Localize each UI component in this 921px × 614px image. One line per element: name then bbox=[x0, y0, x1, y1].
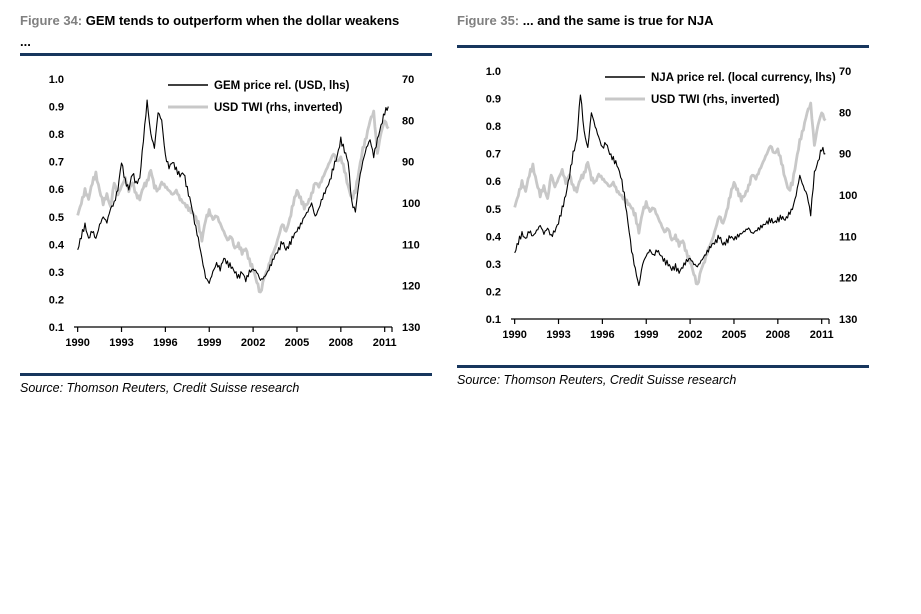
panel-figure-35: Figure 35: ... and the same is true for … bbox=[457, 8, 869, 395]
figure-34-title-text: Figure 34: GEM tends to outperform when … bbox=[20, 10, 412, 53]
x-axis-tick-label: 2008 bbox=[766, 329, 790, 341]
figure-35-title: ... and the same is true for NJA bbox=[522, 13, 714, 28]
figure-35-title-text: Figure 35: ... and the same is true for … bbox=[457, 10, 849, 31]
x-axis-tick-label: 1990 bbox=[65, 337, 89, 349]
series-line-nja-price-rel-local-currency-lhs bbox=[514, 94, 826, 287]
x-axis-tick-label: 2008 bbox=[329, 337, 353, 349]
x-axis-tick-label: 2005 bbox=[722, 329, 746, 341]
left-axis-tick-label: 0.5 bbox=[49, 212, 64, 224]
left-axis-tick-label: 1.0 bbox=[49, 74, 64, 86]
right-axis-tick-label: 110 bbox=[839, 231, 857, 243]
figures-row: Figure 34: GEM tends to outperform when … bbox=[20, 8, 869, 395]
left-axis-tick-label: 1.0 bbox=[486, 66, 501, 78]
x-axis-tick-label: 2002 bbox=[241, 337, 265, 349]
right-axis-tick-label: 100 bbox=[402, 198, 420, 210]
figure-34-source-text: Source: Thomson Reuters, Credit Suisse r… bbox=[20, 380, 300, 395]
figure-35-label: Figure 35: bbox=[457, 13, 520, 28]
left-axis-tick-label: 0.7 bbox=[49, 157, 64, 169]
right-axis-tick-label: 70 bbox=[839, 66, 851, 78]
right-axis-tick-label: 80 bbox=[839, 107, 851, 119]
right-axis-tick-label: 90 bbox=[402, 157, 414, 169]
left-axis-tick-label: 0.2 bbox=[486, 286, 501, 298]
figure-35-source-text: Source: Thomson Reuters, Credit Suisse r… bbox=[457, 373, 737, 387]
left-axis-tick-label: 0.4 bbox=[486, 231, 502, 243]
chart-figure-34: 1.0 0.9 0.8 0.7 0.6 0.5 0.4 0.3 0.2 0.1 70 80 90 100 1… bbox=[49, 74, 421, 349]
x-axis-tick-label: 1990 bbox=[502, 329, 526, 341]
legend-label-usd-twi-rhs-inverted: USD TWI (rhs, inverted) bbox=[214, 102, 343, 114]
x-axis-tick-label: 2002 bbox=[678, 329, 702, 341]
right-axis-tick-label: 130 bbox=[839, 314, 857, 326]
x-axis-tick-label: 2011 bbox=[810, 329, 834, 341]
series-line-usd-twi-rhs-inverted bbox=[513, 101, 827, 286]
figure-34-source-rule bbox=[20, 372, 432, 376]
left-axis-tick-label: 0.3 bbox=[49, 267, 64, 279]
left-axis-tick-label: 0.7 bbox=[486, 149, 501, 161]
x-axis-tick-label: 1996 bbox=[590, 329, 614, 341]
x-axis-tick-label: 2005 bbox=[285, 337, 309, 349]
right-axis-tick-label: 80 bbox=[402, 115, 414, 127]
x-axis-tick-label: 1999 bbox=[634, 329, 658, 341]
figure-34-title-block: Figure 34: GEM tends to outperform when … bbox=[20, 8, 432, 56]
x-axis-tick-label: 2011 bbox=[373, 337, 397, 349]
left-axis-tick-label: 0.9 bbox=[486, 94, 501, 106]
left-axis-tick-label: 0.4 bbox=[49, 239, 65, 251]
legend-label-gem-price-rel-usd-lhs: GEM price rel. (USD, lhs) bbox=[214, 80, 350, 92]
chart-figure-35: 1.0 0.9 0.8 0.7 0.6 0.5 0.4 0.3 0.2 0.1 70 80 90 100 1… bbox=[486, 66, 858, 341]
x-axis-tick-label: 1993 bbox=[109, 337, 133, 349]
left-axis-tick-label: 0.8 bbox=[486, 121, 501, 133]
x-axis-tick-label: 1993 bbox=[546, 329, 570, 341]
right-axis-tick-label: 100 bbox=[839, 190, 857, 202]
left-axis-tick-label: 0.5 bbox=[486, 204, 501, 216]
left-axis-tick-label: 0.3 bbox=[486, 259, 501, 271]
left-axis-tick-label: 0.1 bbox=[486, 314, 501, 326]
left-axis-tick-label: 0.6 bbox=[486, 176, 501, 188]
x-axis-tick-label: 1996 bbox=[153, 337, 177, 349]
right-axis-tick-label: 70 bbox=[402, 74, 414, 86]
figure-34-label: Figure 34: bbox=[20, 13, 83, 28]
left-axis-tick-label: 0.1 bbox=[49, 322, 64, 334]
right-axis-tick-label: 120 bbox=[402, 281, 420, 293]
legend-label-usd-twi-rhs-inverted: USD TWI (rhs, inverted) bbox=[651, 94, 780, 106]
figure-35-title-block: Figure 35: ... and the same is true for … bbox=[457, 8, 869, 48]
figure-34-title: GEM tends to outperform when the dollar … bbox=[20, 13, 400, 50]
right-axis-tick-label: 130 bbox=[402, 322, 420, 334]
series-line-gem-price-rel-usd-lhs bbox=[77, 99, 389, 284]
series-line-usd-twi-rhs-inverted bbox=[76, 109, 390, 294]
right-axis-tick-label: 110 bbox=[402, 239, 420, 251]
right-axis-tick-label: 90 bbox=[839, 149, 851, 161]
left-axis-tick-label: 0.9 bbox=[49, 101, 64, 113]
figure-35-source-rule bbox=[457, 365, 869, 368]
left-axis-tick-label: 0.2 bbox=[49, 294, 64, 306]
left-axis-tick-label: 0.8 bbox=[49, 129, 64, 141]
x-axis-tick-label: 1999 bbox=[197, 337, 221, 349]
panel-figure-34: Figure 34: GEM tends to outperform when … bbox=[20, 8, 432, 395]
left-axis-tick-label: 0.6 bbox=[49, 184, 64, 196]
right-axis-tick-label: 120 bbox=[839, 273, 857, 285]
legend-label-nja-price-rel-local-currency-lhs: NJA price rel. (local currency, lhs) bbox=[651, 72, 836, 84]
